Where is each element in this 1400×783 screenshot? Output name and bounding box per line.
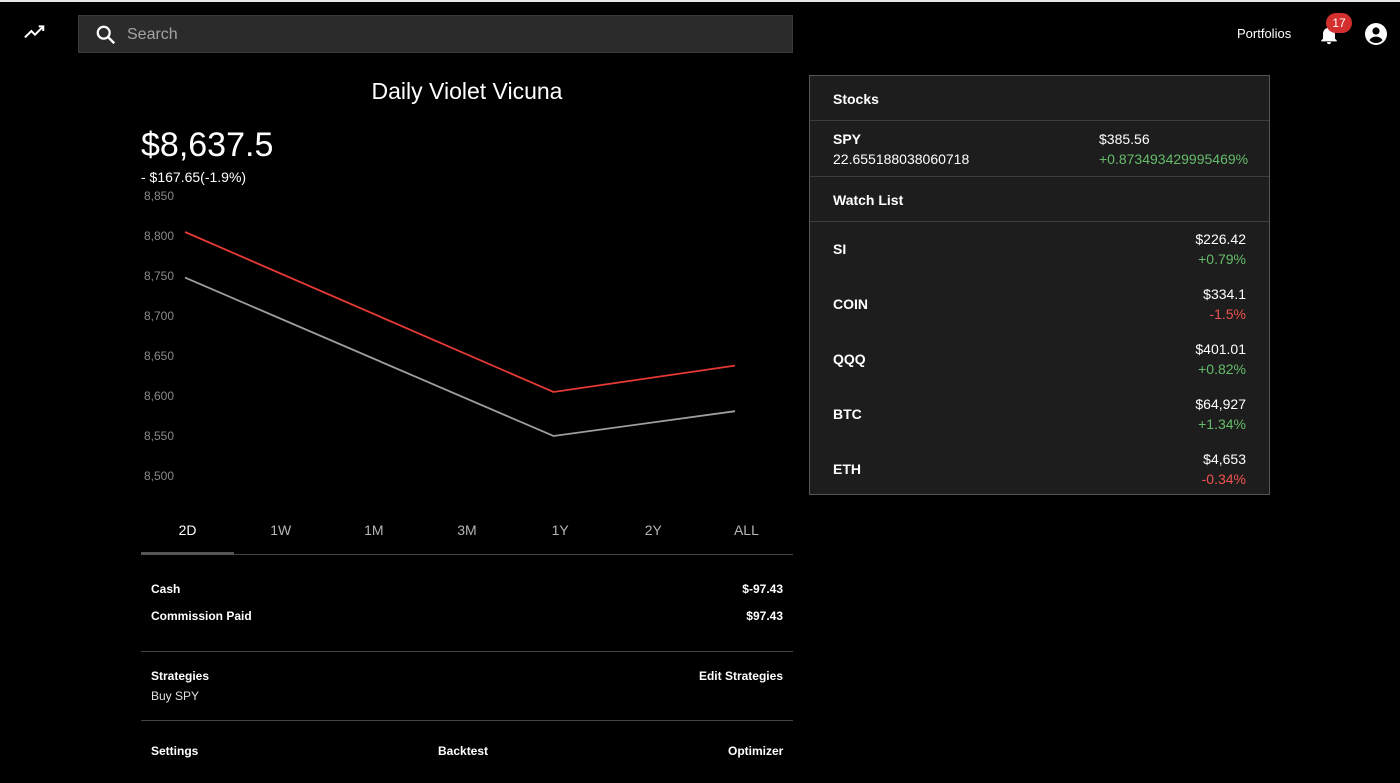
account-circle-icon[interactable] [1364,22,1388,46]
watchlist-header: Watch List [810,177,1269,222]
commission-row: Commission Paid $97.43 [151,609,783,623]
stock-quantity: 22.655188038060718 [833,151,970,167]
watchlist-row-qqq[interactable]: QQQ $401.01 +0.82% [810,331,1269,386]
commission-label: Commission Paid [151,609,252,623]
portfolio-title: Daily Violet Vicuna [371,78,563,104]
tab-2y[interactable]: 2Y [644,522,662,538]
watch-price: $226.42 [1195,231,1246,247]
y-tick-label: 8,550 [144,429,174,443]
portfolio-change: - $167.65(-1.9%) [141,169,247,185]
stocks-header: Stocks [810,76,1269,121]
series-line-0 [184,231,736,393]
backtest-button[interactable]: Backtest [438,744,489,758]
strategy-item[interactable]: Buy SPY [151,689,200,703]
tab-1y[interactable]: 1Y [551,522,569,538]
search-input[interactable] [125,16,779,54]
stock-symbol: SPY [833,131,862,147]
top-border [0,0,1400,2]
watch-price: $64,927 [1195,396,1246,412]
strategies-label: Strategies [151,669,210,683]
watchlist-title: Watch List [833,192,904,208]
stock-change: +0.873493429995469% [1099,151,1249,167]
watch-change: +0.79% [1198,251,1246,267]
trending-up-icon[interactable] [24,22,46,40]
watch-symbol: BTC [833,406,862,422]
cash-label: Cash [151,582,181,596]
stock-row-spy[interactable]: SPY 22.655188038060718 $385.56 +0.873493… [810,121,1269,177]
commission-value: $97.43 [746,609,783,623]
tab-1w[interactable]: 1W [270,522,292,538]
y-tick-label: 8,700 [144,309,174,323]
search-bar[interactable] [78,15,793,54]
portfolio-value: $8,637.5 [141,126,274,164]
portfolios-link[interactable]: Portfolios [1237,26,1292,41]
tab-1m[interactable]: 1M [364,522,384,538]
watch-price: $334.1 [1203,286,1246,302]
watch-symbol: SI [833,241,847,257]
watchlist-row-si[interactable]: SI $226.42 +0.79% [810,221,1269,276]
notification-badge: 17 [1326,13,1352,33]
watch-price: $401.01 [1195,341,1246,357]
y-tick-label: 8,750 [144,269,174,283]
tab-3m[interactable]: 3M [457,522,477,538]
optimizer-button[interactable]: Optimizer [728,744,784,758]
portfolio-line-chart: 8,850 8,800 8,750 8,700 8,650 8,600 8,550 8,500 [144,189,736,483]
watch-symbol: ETH [833,461,861,477]
strategies-row: Strategies Edit Strategies [151,669,783,683]
holdings-panel: Stocks SPY 22.655188038060718 $385.56 +0… [809,75,1270,495]
watch-change: +0.82% [1198,361,1246,377]
divider [141,651,793,652]
series-line-1 [184,276,736,437]
y-tick-label: 8,650 [144,349,174,363]
watchlist-row-coin[interactable]: COIN $334.1 -1.5% [810,276,1269,331]
watch-change: +1.34% [1198,416,1246,432]
y-tick-label: 8,800 [144,229,174,243]
time-range-tabs: 2D 1W 1M 3M 1Y 2Y ALL [141,510,793,555]
tab-2d[interactable]: 2D [141,510,235,555]
y-tick-label: 8,500 [144,469,174,483]
y-tick-label: 8,600 [144,389,174,403]
watch-symbol: QQQ [833,351,866,367]
watch-change: -0.34% [1201,471,1246,487]
stocks-title: Stocks [833,91,879,107]
edit-strategies-button[interactable]: Edit Strategies [698,669,783,683]
cash-row: Cash $-97.43 [151,582,783,596]
watch-change: -1.5% [1209,306,1246,322]
tab-all[interactable]: ALL [733,522,759,538]
settings-button[interactable]: Settings [151,744,199,758]
divider [141,720,793,721]
cash-value: $-97.43 [742,582,783,596]
watchlist-row-btc[interactable]: BTC $64,927 +1.34% [810,386,1269,441]
watch-price: $4,653 [1203,451,1246,467]
stock-price: $385.56 [1099,131,1150,147]
watchlist-row-eth[interactable]: ETH $4,653 -0.34% [810,441,1269,496]
y-tick-label: 8,850 [144,189,174,203]
search-icon [96,25,116,45]
watch-symbol: COIN [833,296,868,312]
